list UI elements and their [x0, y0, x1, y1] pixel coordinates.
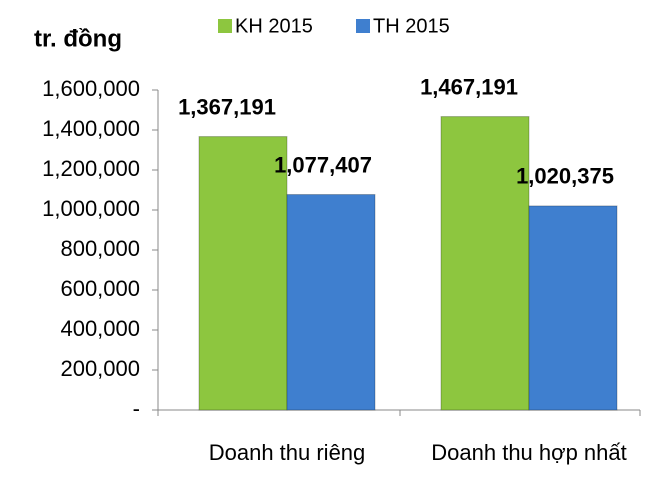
y-tick-label: 1,000,000 — [42, 196, 140, 221]
data-label: 1,367,191 — [178, 94, 276, 119]
legend-swatch — [356, 19, 370, 33]
bar — [528, 205, 618, 411]
y-tick-label: 800,000 — [60, 236, 140, 261]
x-tick-label: Doanh thu hợp nhất — [431, 440, 627, 465]
data-label: 1,020,375 — [516, 164, 614, 189]
y-tick-label: 200,000 — [60, 356, 140, 381]
y-tick-label: 400,000 — [60, 316, 140, 341]
legend-label: TH 2015 — [373, 15, 450, 37]
y-tick-label: 1,400,000 — [42, 116, 140, 141]
bar — [286, 194, 376, 411]
y-tick-label: - — [133, 396, 140, 421]
data-label: 1,467,191 — [420, 74, 518, 99]
y-tick-label: 1,600,000 — [42, 76, 140, 101]
legend-label: KH 2015 — [235, 15, 313, 37]
y-tick-label: 1,200,000 — [42, 156, 140, 181]
bar — [198, 136, 288, 411]
y-tick-label: 600,000 — [60, 276, 140, 301]
data-label: 1,077,407 — [274, 152, 372, 177]
bar — [440, 116, 530, 411]
legend-swatch — [218, 19, 232, 33]
y-axis-label: tr. đồng — [34, 25, 122, 52]
x-tick-label: Doanh thu riêng — [208, 440, 366, 465]
